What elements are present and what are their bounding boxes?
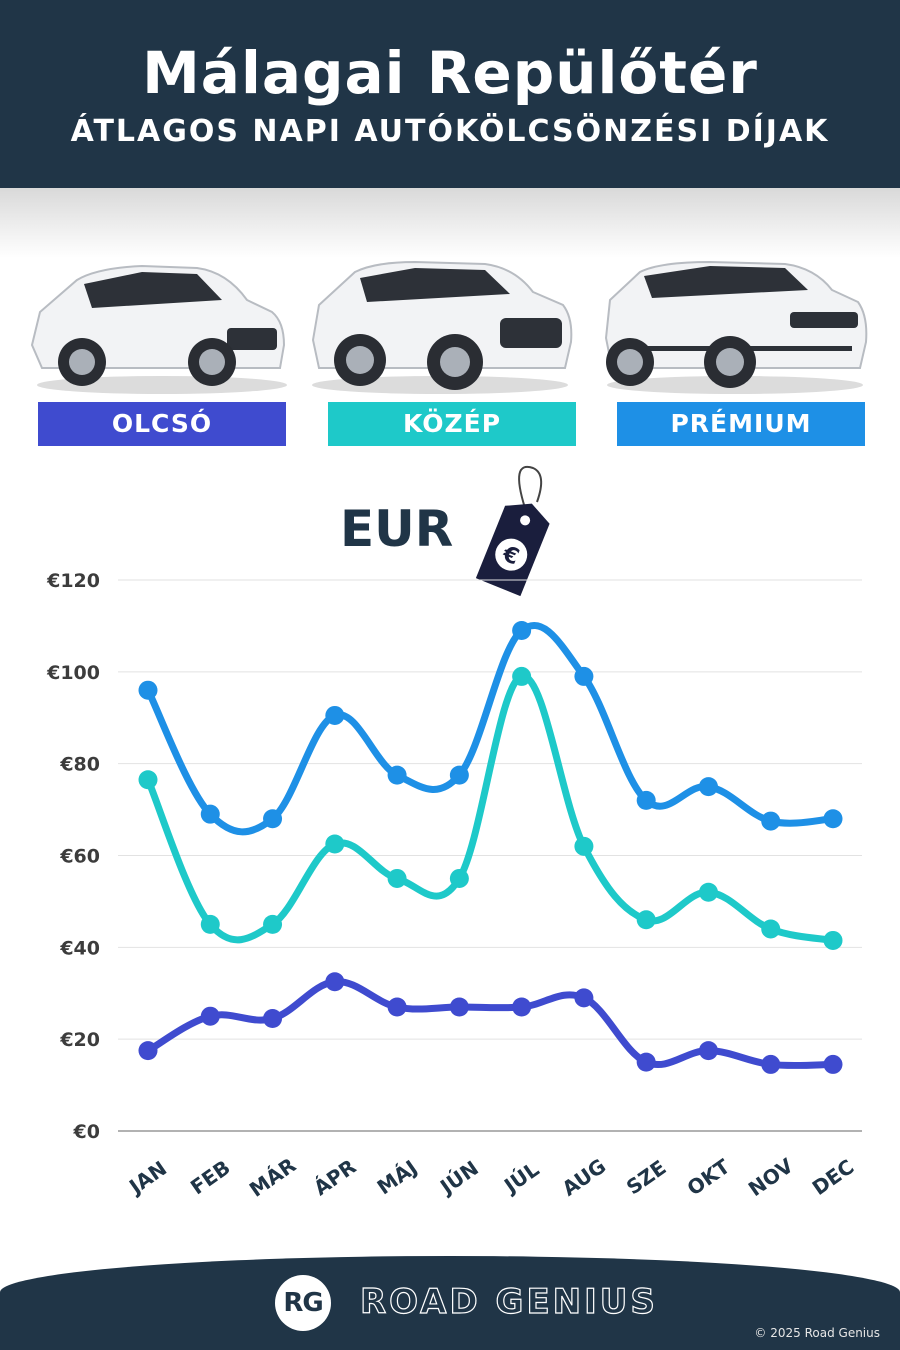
y-tick-label: €20 bbox=[59, 1029, 100, 1051]
series-line bbox=[144, 622, 837, 836]
data-point bbox=[698, 882, 718, 902]
data-point bbox=[574, 988, 594, 1008]
data-point bbox=[325, 705, 345, 725]
data-point bbox=[512, 621, 532, 641]
data-point bbox=[698, 1041, 718, 1061]
x-tick-label: MÁR bbox=[245, 1153, 300, 1202]
data-point bbox=[138, 770, 158, 790]
footer-banner bbox=[0, 1256, 900, 1350]
midsize-car-image bbox=[311, 260, 573, 394]
x-tick-label: ÁPR bbox=[309, 1154, 360, 1200]
x-tick-label: AUG bbox=[558, 1154, 611, 1201]
data-point bbox=[449, 765, 469, 785]
data-point bbox=[200, 804, 220, 824]
brand-logo: RG bbox=[275, 1275, 331, 1331]
data-point bbox=[200, 914, 220, 934]
economy-car-image bbox=[30, 264, 287, 394]
data-point bbox=[636, 1052, 656, 1072]
x-tick-label: JAN bbox=[123, 1156, 171, 1200]
data-point bbox=[574, 666, 594, 686]
price-line-chart: €0 €20 €40 €60 €80 €100 €120 JAN FEB MÁR ÁPR MÁJ JÚ… bbox=[46, 570, 862, 1202]
data-point bbox=[512, 997, 532, 1017]
data-point bbox=[200, 1006, 220, 1026]
data-point bbox=[761, 919, 781, 939]
logo-initials: RG bbox=[283, 1288, 323, 1318]
data-point bbox=[325, 834, 345, 854]
category-premium: PRÉMIUM bbox=[617, 402, 865, 446]
data-point bbox=[138, 1041, 158, 1061]
x-tick-label: DEC bbox=[808, 1155, 859, 1200]
premium-car-image bbox=[604, 260, 868, 394]
data-point bbox=[823, 1054, 843, 1074]
series-line bbox=[144, 978, 837, 1070]
y-tick-label: €0 bbox=[73, 1121, 100, 1143]
x-tick-label: JÚL bbox=[498, 1157, 543, 1199]
x-tick-label: MÁJ bbox=[373, 1155, 422, 1199]
y-tick-label: €60 bbox=[59, 846, 100, 868]
data-point bbox=[449, 997, 469, 1017]
y-tick-label: €80 bbox=[59, 754, 100, 776]
page-title: Málagai Repülőtér bbox=[142, 39, 758, 107]
data-point bbox=[698, 777, 718, 797]
data-point bbox=[823, 809, 843, 829]
data-point bbox=[823, 930, 843, 950]
data-point bbox=[138, 680, 158, 700]
header-shadow bbox=[0, 188, 900, 258]
brand-name: ROAD GENIUS bbox=[359, 1281, 658, 1322]
y-tick-label: €100 bbox=[46, 662, 100, 684]
currency-label: EUR bbox=[340, 500, 454, 558]
data-point bbox=[387, 997, 407, 1017]
x-tick-label: FEB bbox=[186, 1155, 235, 1199]
data-point bbox=[761, 1054, 781, 1074]
data-point bbox=[263, 1009, 283, 1029]
category-midsize: KÖZÉP bbox=[328, 402, 576, 446]
price-tag-icon: € bbox=[475, 465, 550, 597]
category-economy: OLCSÓ bbox=[38, 402, 286, 446]
data-point bbox=[325, 972, 345, 992]
series-line bbox=[144, 672, 837, 944]
data-point bbox=[574, 836, 594, 856]
data-point bbox=[387, 868, 407, 888]
x-tick-label: NOV bbox=[744, 1153, 798, 1201]
x-tick-label: SZE bbox=[622, 1155, 671, 1199]
y-tick-label: €40 bbox=[59, 937, 100, 959]
data-point bbox=[512, 666, 532, 686]
data-point bbox=[263, 914, 283, 934]
data-point bbox=[636, 910, 656, 930]
data-point bbox=[387, 765, 407, 785]
x-tick-label: OKT bbox=[683, 1154, 735, 1200]
data-point bbox=[636, 790, 656, 810]
data-point bbox=[761, 811, 781, 831]
copyright: © 2025 Road Genius bbox=[754, 1326, 880, 1340]
x-tick-label: JÚN bbox=[434, 1156, 483, 1200]
page-subtitle: ÁTLAGOS NAPI AUTÓKÖLCSÖNZÉSI DÍJAK bbox=[70, 114, 830, 149]
data-point bbox=[449, 868, 469, 888]
header-banner bbox=[0, 0, 900, 188]
y-tick-label: €120 bbox=[46, 570, 100, 592]
data-point bbox=[263, 809, 283, 829]
